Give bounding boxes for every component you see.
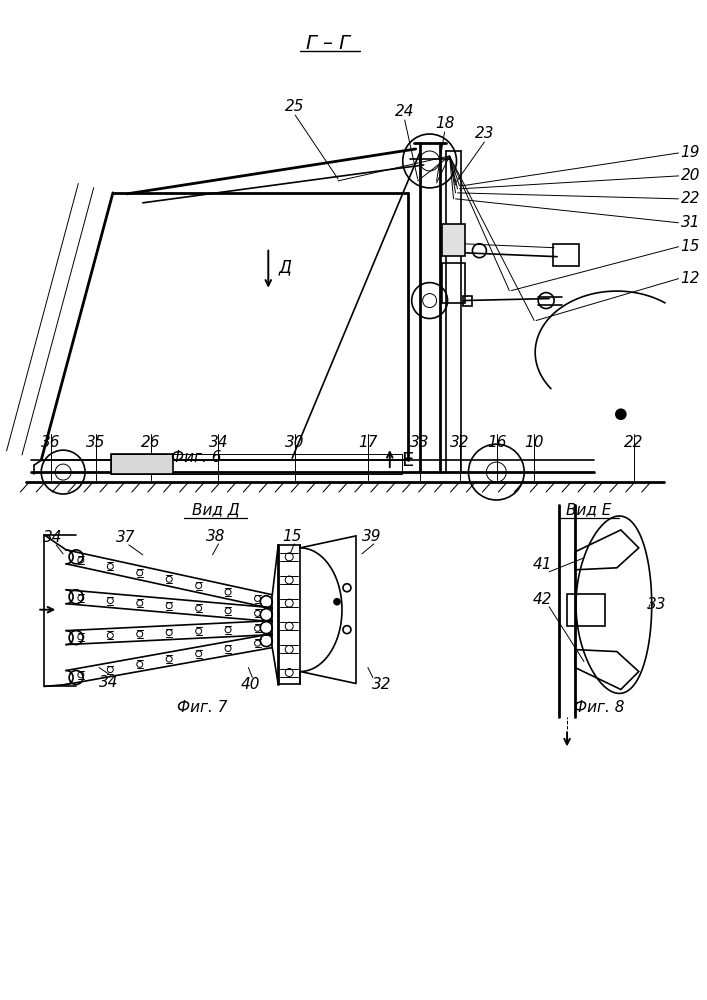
Text: Фиг. 8: Фиг. 8 <box>573 700 624 715</box>
Text: 22: 22 <box>681 191 700 206</box>
Text: 16: 16 <box>488 435 507 450</box>
Text: Фиг. 6: Фиг. 6 <box>171 450 222 465</box>
Text: 12: 12 <box>681 271 700 286</box>
Text: 17: 17 <box>358 435 378 450</box>
Text: 23: 23 <box>474 126 494 141</box>
Text: 42: 42 <box>532 592 552 607</box>
Text: 19: 19 <box>681 145 700 160</box>
Circle shape <box>616 409 626 419</box>
Text: 34: 34 <box>43 530 63 545</box>
Text: 15: 15 <box>282 529 302 544</box>
Text: 33: 33 <box>410 435 429 450</box>
Text: 36: 36 <box>42 435 61 450</box>
Bar <box>111 454 402 474</box>
Bar <box>111 454 173 474</box>
Text: 10: 10 <box>525 435 544 450</box>
Text: 24: 24 <box>395 104 414 119</box>
Text: 38: 38 <box>206 529 226 544</box>
Text: 33: 33 <box>647 597 667 612</box>
Text: Д: Д <box>279 259 291 277</box>
Text: 32: 32 <box>450 435 469 450</box>
Text: 20: 20 <box>681 168 700 183</box>
Text: 39: 39 <box>362 529 382 544</box>
Text: E: E <box>402 451 414 470</box>
Text: 34: 34 <box>209 435 228 450</box>
Text: 40: 40 <box>240 677 260 692</box>
Text: 22: 22 <box>624 435 643 450</box>
Text: 37: 37 <box>116 530 136 545</box>
Text: 41: 41 <box>532 557 552 572</box>
Text: 32: 32 <box>372 677 392 692</box>
Text: 25: 25 <box>286 99 305 114</box>
Text: Г – Г: Г – Г <box>306 34 350 53</box>
Text: 15: 15 <box>681 239 700 254</box>
Bar <box>567 594 605 626</box>
Bar <box>464 296 472 306</box>
Bar <box>442 224 465 256</box>
Bar <box>553 244 579 266</box>
Circle shape <box>334 599 340 605</box>
Text: Вид Д: Вид Д <box>192 502 239 517</box>
Text: Фиг. 7: Фиг. 7 <box>177 700 228 715</box>
Bar <box>442 263 465 303</box>
Text: 31: 31 <box>681 215 700 230</box>
Text: 18: 18 <box>435 116 455 131</box>
Text: 35: 35 <box>86 435 106 450</box>
Text: 30: 30 <box>286 435 305 450</box>
Text: 26: 26 <box>141 435 160 450</box>
Text: 34: 34 <box>99 675 119 690</box>
Text: Вид Е: Вид Е <box>566 502 612 517</box>
